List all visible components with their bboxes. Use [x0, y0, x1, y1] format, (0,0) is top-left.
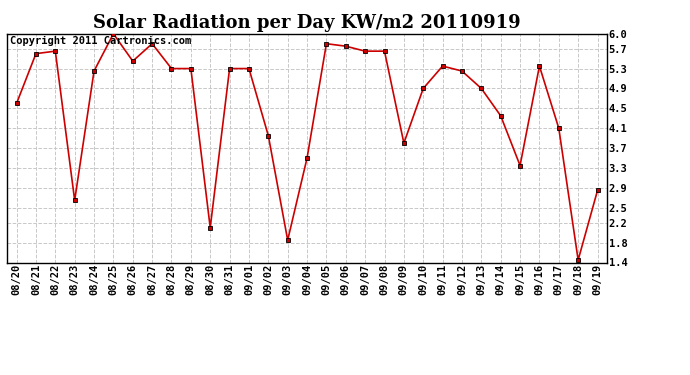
- Title: Solar Radiation per Day KW/m2 20110919: Solar Radiation per Day KW/m2 20110919: [93, 14, 521, 32]
- Text: Copyright 2011 Cartronics.com: Copyright 2011 Cartronics.com: [10, 36, 191, 46]
